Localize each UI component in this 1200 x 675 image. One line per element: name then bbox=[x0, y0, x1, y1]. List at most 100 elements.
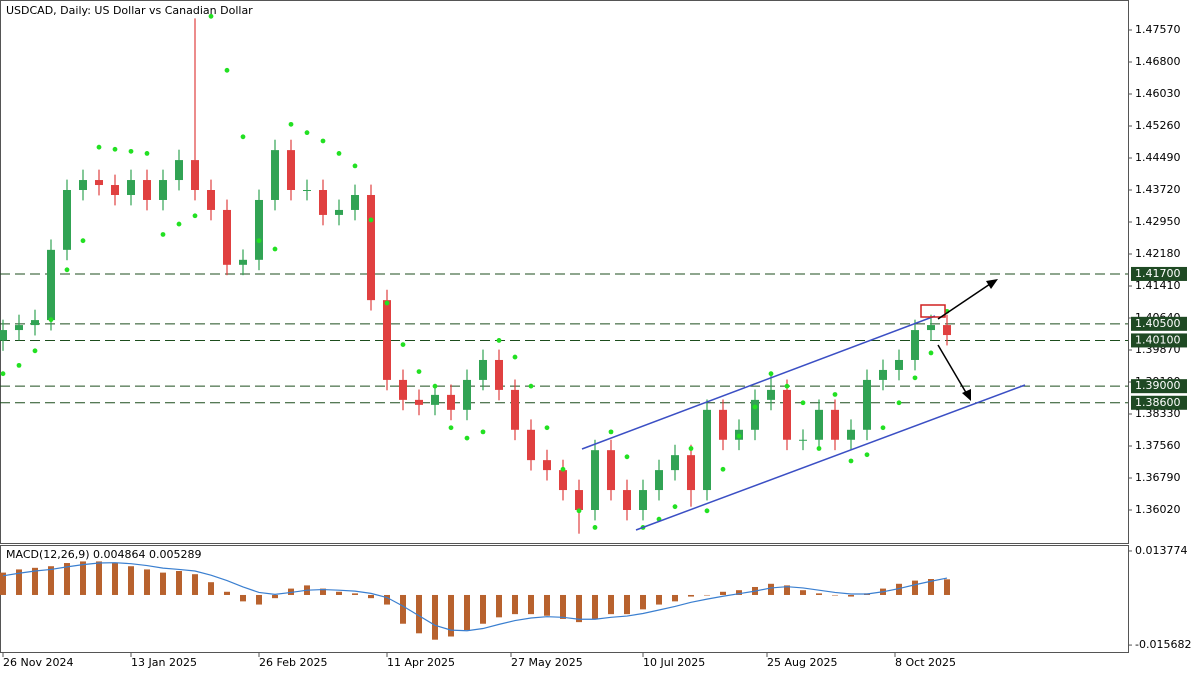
candle-body bbox=[335, 209, 343, 215]
candle-body bbox=[447, 394, 455, 410]
candle-body bbox=[191, 160, 199, 191]
candle-body bbox=[255, 199, 263, 260]
sar-dot bbox=[112, 146, 118, 152]
candle-body bbox=[927, 325, 935, 331]
macd-bar bbox=[688, 594, 694, 597]
sar-dot bbox=[816, 446, 822, 451]
sar-dot bbox=[320, 138, 326, 144]
candle-body bbox=[607, 450, 615, 491]
macd-bar bbox=[160, 572, 166, 595]
y-tick-label: 1.46030 bbox=[1135, 87, 1181, 100]
macd-bar bbox=[928, 579, 934, 595]
candle-body bbox=[639, 490, 647, 511]
macd-bar bbox=[272, 594, 278, 599]
macd-bar bbox=[736, 590, 742, 595]
candle-body bbox=[351, 194, 359, 210]
macd-bar bbox=[832, 594, 838, 596]
sar-dot bbox=[176, 221, 182, 227]
sar-dot bbox=[256, 238, 262, 244]
macd-bar bbox=[656, 594, 662, 605]
level-label: 1.41700 bbox=[1135, 267, 1181, 280]
sar-dot bbox=[464, 435, 470, 441]
sar-dot bbox=[0, 371, 6, 377]
sar-dot bbox=[224, 67, 230, 73]
sar-dot bbox=[528, 383, 534, 389]
y-tick-label: 1.47570 bbox=[1135, 23, 1181, 36]
candle-body bbox=[431, 394, 439, 405]
macd-bar bbox=[128, 566, 134, 595]
candle-body bbox=[479, 359, 487, 380]
y-tick-label: 1.46800 bbox=[1135, 55, 1181, 68]
sar-dot bbox=[832, 392, 838, 397]
sar-dot bbox=[208, 13, 214, 19]
y-tick-label: 1.38330 bbox=[1135, 407, 1181, 420]
sar-dot bbox=[368, 217, 374, 223]
macd-bar bbox=[464, 594, 470, 631]
macd-bar bbox=[608, 594, 614, 615]
sar-dot bbox=[864, 452, 870, 458]
macd-bar bbox=[112, 563, 118, 595]
sar-dot bbox=[16, 362, 22, 368]
candle-body bbox=[31, 320, 39, 326]
candle-body bbox=[655, 470, 663, 491]
x-tick-label: 8 Oct 2025 bbox=[895, 656, 956, 669]
sar-dot bbox=[352, 163, 358, 169]
sar-dot bbox=[400, 342, 406, 348]
candle-body bbox=[527, 429, 535, 461]
x-tick-label: 27 May 2025 bbox=[511, 656, 583, 669]
arrow-up-head bbox=[986, 279, 998, 289]
sar-dot bbox=[496, 338, 502, 343]
sar-dot bbox=[560, 466, 566, 472]
arrow-up bbox=[937, 281, 994, 320]
candle-body bbox=[239, 259, 247, 265]
x-tick-label: 26 Feb 2025 bbox=[259, 656, 327, 669]
sar-dot bbox=[784, 383, 790, 389]
macd-bar bbox=[288, 588, 294, 595]
macd-tick-label: -0.015682 bbox=[1135, 638, 1191, 651]
candle-body bbox=[831, 409, 839, 440]
candle-body bbox=[47, 249, 55, 321]
candle-body bbox=[687, 455, 695, 491]
candle-body bbox=[559, 470, 567, 491]
price-pane bbox=[0, 0, 1129, 544]
level-label: 1.40500 bbox=[1135, 317, 1181, 330]
y-tick-label: 1.42950 bbox=[1135, 215, 1181, 228]
macd-bar bbox=[528, 594, 534, 615]
level-tag bbox=[1131, 266, 1187, 281]
candle-body bbox=[575, 490, 583, 511]
x-tick-label: 26 Nov 2024 bbox=[3, 656, 73, 669]
y-tick-label: 1.44490 bbox=[1135, 151, 1181, 164]
candle-body bbox=[399, 379, 407, 400]
y-tick-label: 1.36790 bbox=[1135, 471, 1181, 484]
macd-label: MACD(12,26,9) 0.004864 0.005289 bbox=[6, 548, 202, 561]
macd-bar bbox=[944, 579, 950, 595]
candle-body bbox=[159, 180, 167, 200]
macd-bar bbox=[32, 567, 38, 595]
macd-bar bbox=[336, 591, 342, 595]
macd-bar bbox=[48, 566, 54, 595]
candle-body bbox=[0, 330, 7, 341]
candle-body bbox=[911, 330, 919, 360]
candle-body bbox=[815, 409, 823, 440]
macd-bar bbox=[416, 594, 422, 634]
macd-bar bbox=[384, 594, 390, 605]
macd-bar bbox=[672, 594, 678, 602]
macd-bar bbox=[544, 594, 550, 616]
plot-layer: 1.47570 1.46800 1.46030 1.45260 1.44490 1.437… bbox=[0, 13, 1191, 669]
candle-body bbox=[879, 369, 887, 380]
x-tick-label: 10 Jul 2025 bbox=[643, 656, 705, 669]
sar-dot bbox=[800, 400, 806, 406]
candle-body bbox=[847, 429, 855, 440]
sar-dot bbox=[304, 130, 310, 136]
level-tag bbox=[1131, 395, 1187, 410]
level-tag bbox=[1131, 379, 1187, 394]
level-tag bbox=[1131, 316, 1187, 331]
sar-dot bbox=[480, 429, 486, 435]
candle-body bbox=[143, 180, 151, 200]
sar-dot bbox=[592, 525, 598, 530]
macd-bar bbox=[592, 594, 598, 619]
macd-bar bbox=[448, 594, 454, 637]
macd-bar bbox=[576, 594, 582, 623]
macd-bar bbox=[64, 563, 70, 595]
candle-body bbox=[591, 450, 599, 511]
